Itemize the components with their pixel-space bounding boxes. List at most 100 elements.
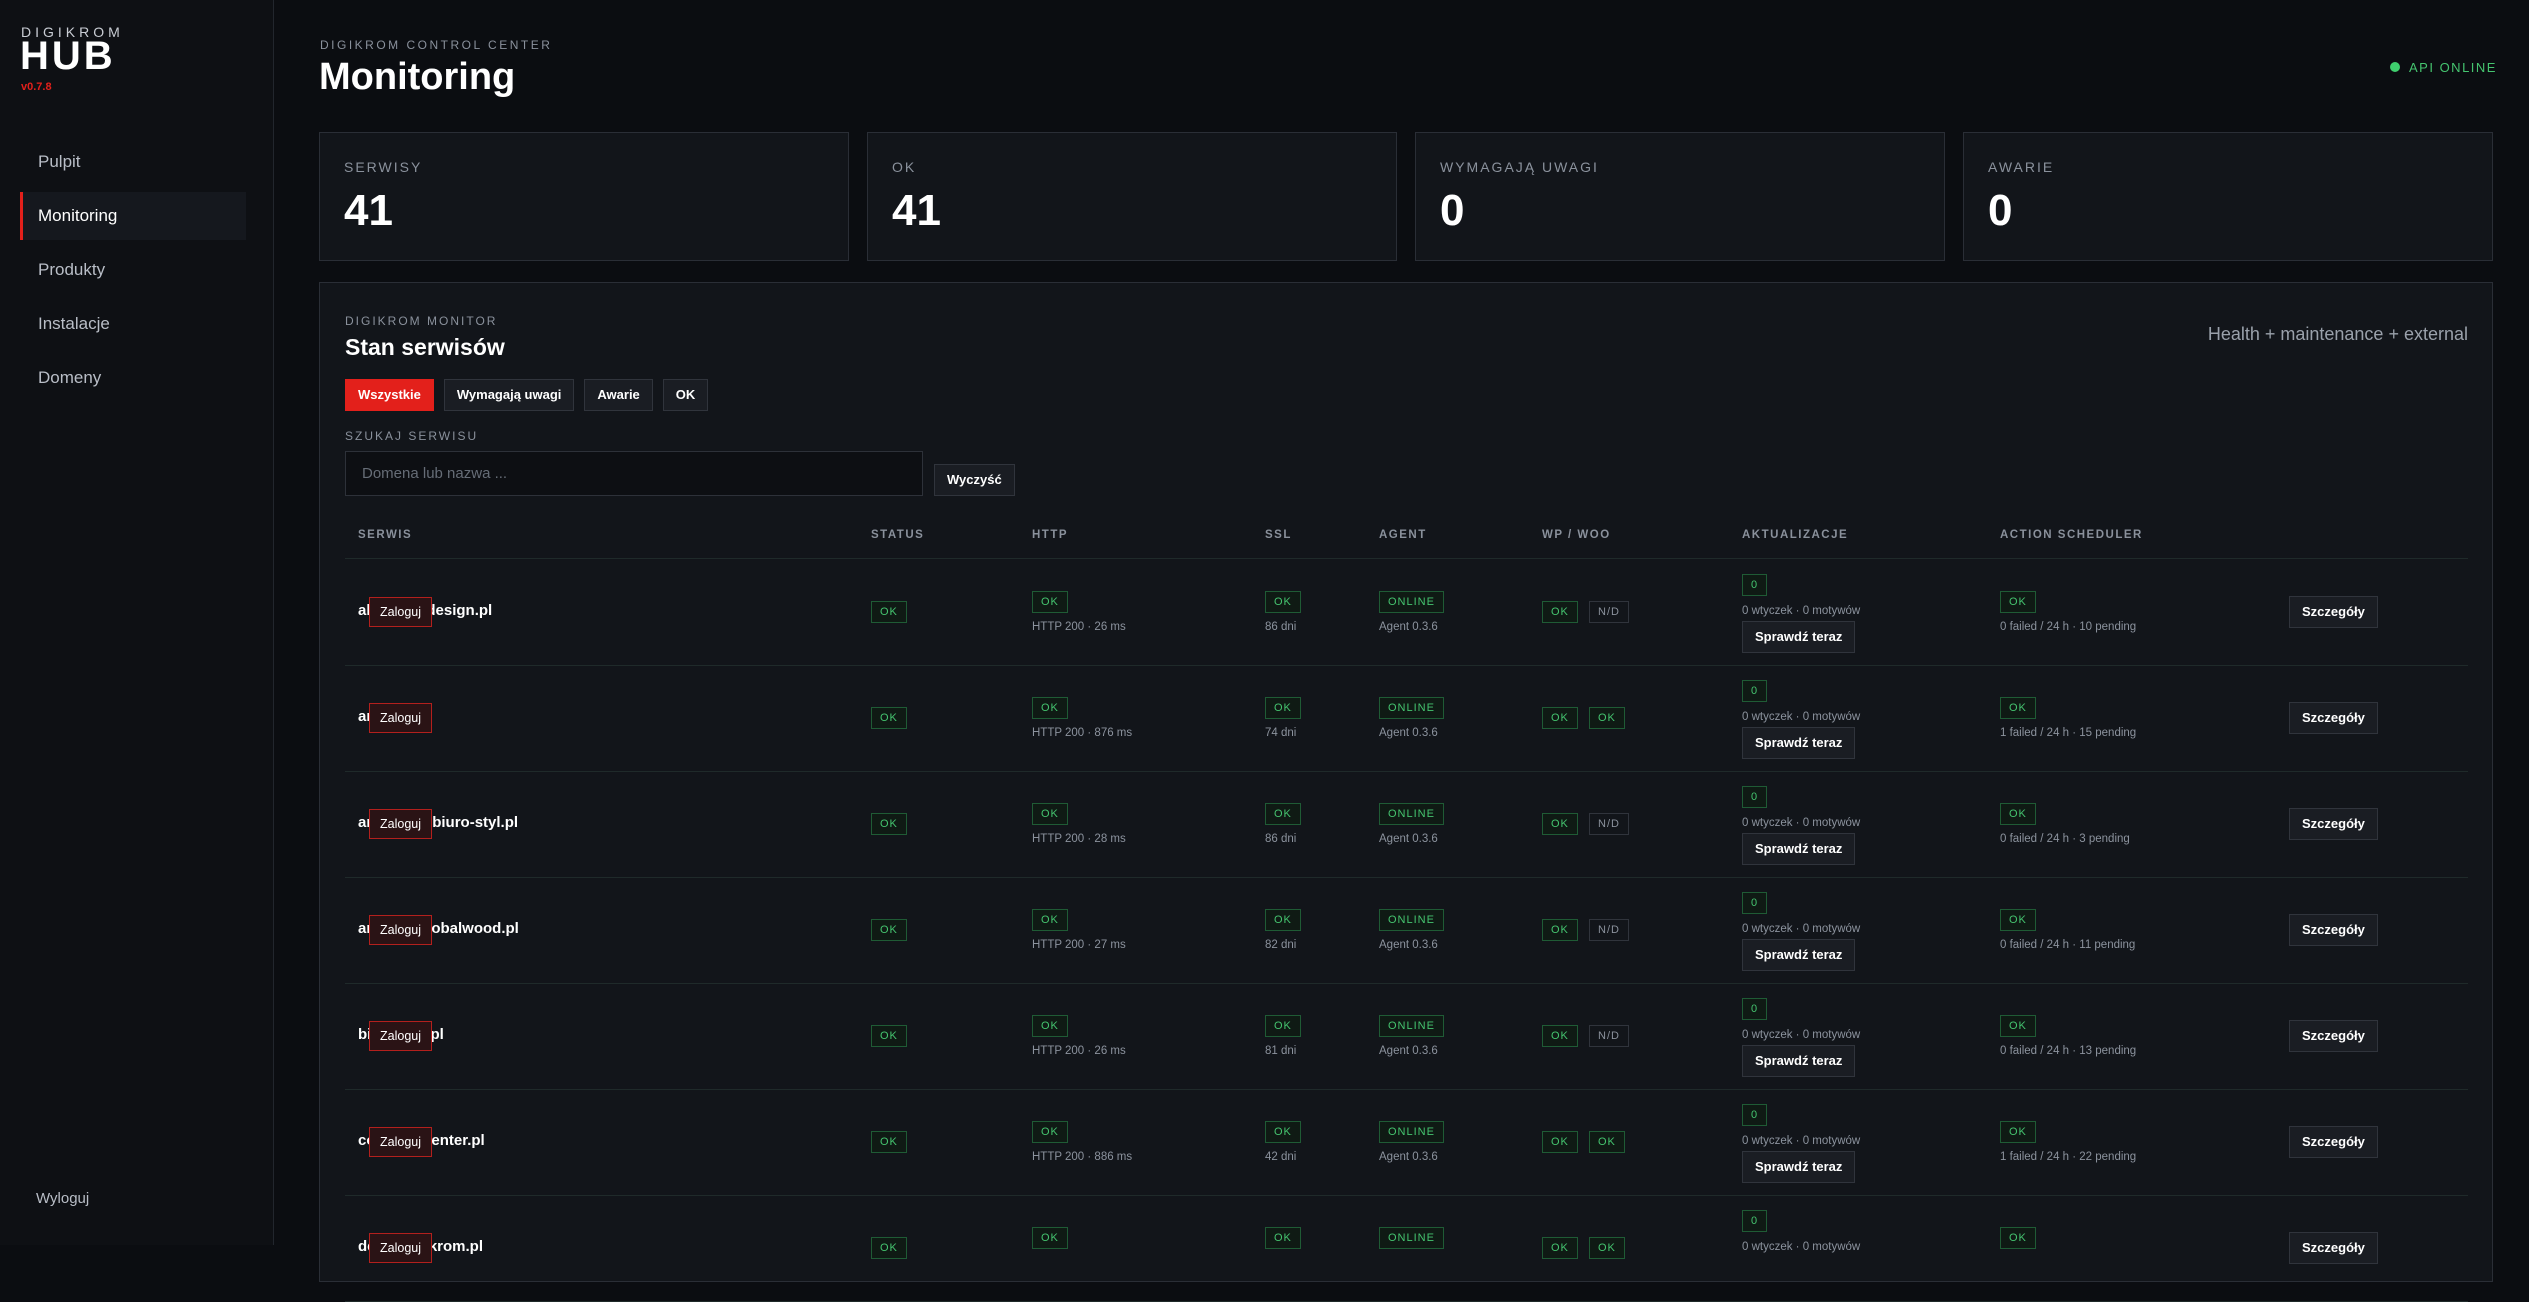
woo-badge: N/D [1589, 919, 1629, 941]
http-badge: OK [1032, 1015, 1068, 1037]
wp-badge: OK [1542, 1131, 1578, 1153]
agent-detail: Agent 0.3.6 [1379, 939, 1438, 951]
login-button[interactable]: Zaloguj [369, 809, 432, 839]
ssl-badge: OK [1265, 697, 1301, 719]
filter-button[interactable]: Awarie [584, 379, 653, 411]
stat-card [867, 132, 1397, 261]
agent-detail: Agent 0.3.6 [1379, 1151, 1438, 1163]
check-button[interactable]: Sprawdź teraz [1742, 833, 1856, 865]
page-title: Monitoring [319, 56, 516, 98]
login-button[interactable]: Zaloguj [369, 1127, 432, 1157]
status-dot [2390, 62, 2400, 72]
http-badge: OK [1032, 803, 1068, 825]
check-button[interactable]: Sprawdź teraz [1742, 727, 1856, 759]
http-badge: OK [1032, 1227, 1068, 1249]
nav-item[interactable]: Domeny [38, 368, 102, 387]
http-badge: OK [1032, 1121, 1068, 1143]
stat-label: WYMAGAJĄ UWAGI [1440, 159, 1599, 175]
column-header: STATUS [871, 529, 925, 541]
stat-value: 41 [344, 186, 393, 235]
woo-badge: OK [1589, 1131, 1625, 1153]
scheduler-detail: 0 failed / 24 h · 13 pending [2000, 1045, 2137, 1057]
details-button[interactable]: Szczegóły [2289, 1126, 2378, 1158]
nav-item[interactable]: Produkty [38, 260, 106, 279]
status-badge: OK [871, 1131, 907, 1153]
search-input[interactable]: Domena lub nazwa ... [345, 451, 923, 496]
updates-detail: 0 wtyczek · 0 motywów [1742, 1135, 1861, 1147]
wp-badge: OK [1542, 1237, 1578, 1259]
woo-badge: N/D [1589, 813, 1629, 835]
check-button[interactable]: Sprawdź teraz [1742, 1045, 1856, 1077]
scheduler-badge: OK [2000, 1121, 2036, 1143]
ssl-detail: 86 dni [1265, 621, 1297, 633]
login-button[interactable]: Zaloguj [369, 1021, 432, 1051]
http-badge: OK [1032, 591, 1068, 613]
wp-badge: OK [1542, 813, 1578, 835]
filter-button[interactable]: OK [662, 379, 709, 411]
login-button[interactable]: Zaloguj [369, 703, 432, 733]
http-detail: HTTP 200 · 26 ms [1032, 1045, 1126, 1057]
agent-detail: Agent 0.3.6 [1379, 727, 1438, 739]
status-badge: OK [871, 919, 907, 941]
column-header: ACTION SCHEDULER [2000, 529, 2143, 541]
login-button[interactable]: Zaloguj [369, 915, 432, 945]
updates-detail: 0 wtyczek · 0 motywów [1742, 923, 1861, 935]
updates-badge: 0 [1742, 1104, 1768, 1126]
check-button[interactable]: Sprawdź teraz [1742, 621, 1856, 653]
filters: Wszystkie Wymagają uwagi Awarie OK [345, 379, 709, 411]
agent-badge: ONLINE [1379, 1015, 1444, 1037]
agent-detail: Agent 0.3.6 [1379, 1045, 1438, 1057]
http-detail: HTTP 200 · 28 ms [1032, 833, 1126, 845]
check-button[interactable]: Sprawdź teraz [1742, 939, 1856, 971]
ssl-badge: OK [1265, 1121, 1301, 1143]
ssl-badge: OK [1265, 1227, 1301, 1249]
woo-badge: OK [1589, 1237, 1625, 1259]
status-badge: OK [871, 601, 907, 623]
agent-badge: ONLINE [1379, 803, 1444, 825]
updates-badge: 0 [1742, 680, 1768, 702]
nav-item[interactable]: Monitoring [20, 192, 246, 240]
column-header: WP / WOO [1542, 529, 1611, 541]
details-button[interactable]: Szczegóły [2289, 596, 2378, 628]
details-button[interactable]: Szczegóły [2289, 1020, 2378, 1052]
wp-badge: OK [1542, 1025, 1578, 1047]
woo-badge: N/D [1589, 601, 1629, 623]
agent-badge: ONLINE [1379, 591, 1444, 613]
http-detail: HTTP 200 · 876 ms [1032, 727, 1133, 739]
panel-eyebrow: DIGIKROM MONITOR [345, 314, 498, 328]
ssl-detail: 42 dni [1265, 1151, 1297, 1163]
scheduler-detail: 0 failed / 24 h · 3 pending [2000, 833, 2130, 845]
details-button[interactable]: Szczegóły [2289, 914, 2378, 946]
stat-card [1963, 132, 2493, 261]
check-button[interactable]: Sprawdź teraz [1742, 1151, 1856, 1183]
nav-item[interactable]: Pulpit [38, 152, 81, 171]
scheduler-badge: OK [2000, 1015, 2036, 1037]
clear-button[interactable]: Wyczyść [934, 464, 1015, 496]
http-badge: OK [1032, 697, 1068, 719]
table-row: artparet.globalwood.pl Zaloguj OK OK HTTP 20… [345, 877, 2468, 984]
scheduler-badge: OK [2000, 1227, 2036, 1249]
column-header: AGENT [1379, 529, 1427, 541]
panel [319, 282, 2493, 1282]
sidebar: DIGIKROM HUB v0.7.8 Wyloguj Pulpit Monito… [0, 0, 274, 1245]
nav-item[interactable]: Instalacje [38, 314, 110, 333]
column-header: SERWIS [358, 529, 413, 541]
header-divider [345, 558, 2468, 559]
column-header: SSL [1265, 529, 1292, 541]
filter-button[interactable]: Wymagają uwagi [443, 379, 575, 411]
agent-detail: Agent 0.3.6 [1379, 621, 1438, 633]
agent-badge: ONLINE [1379, 697, 1444, 719]
logout[interactable]: Wyloguj [36, 1190, 90, 1207]
filter-button[interactable]: Wszystkie [345, 379, 434, 411]
stat-value: 0 [1988, 186, 2013, 235]
login-button[interactable]: Zaloguj [369, 1233, 432, 1263]
details-button[interactable]: Szczegóły [2289, 1232, 2378, 1264]
details-button[interactable]: Szczegóły [2289, 702, 2378, 734]
login-button[interactable]: Zaloguj [369, 597, 432, 627]
agent-badge: ONLINE [1379, 909, 1444, 931]
details-button[interactable]: Szczegóły [2289, 808, 2378, 840]
brand-small: DIGIKROM [21, 24, 124, 40]
table-row: demo.digikrom.plZalogujOKOKOKONLINEOKOK0… [345, 1195, 2468, 1302]
